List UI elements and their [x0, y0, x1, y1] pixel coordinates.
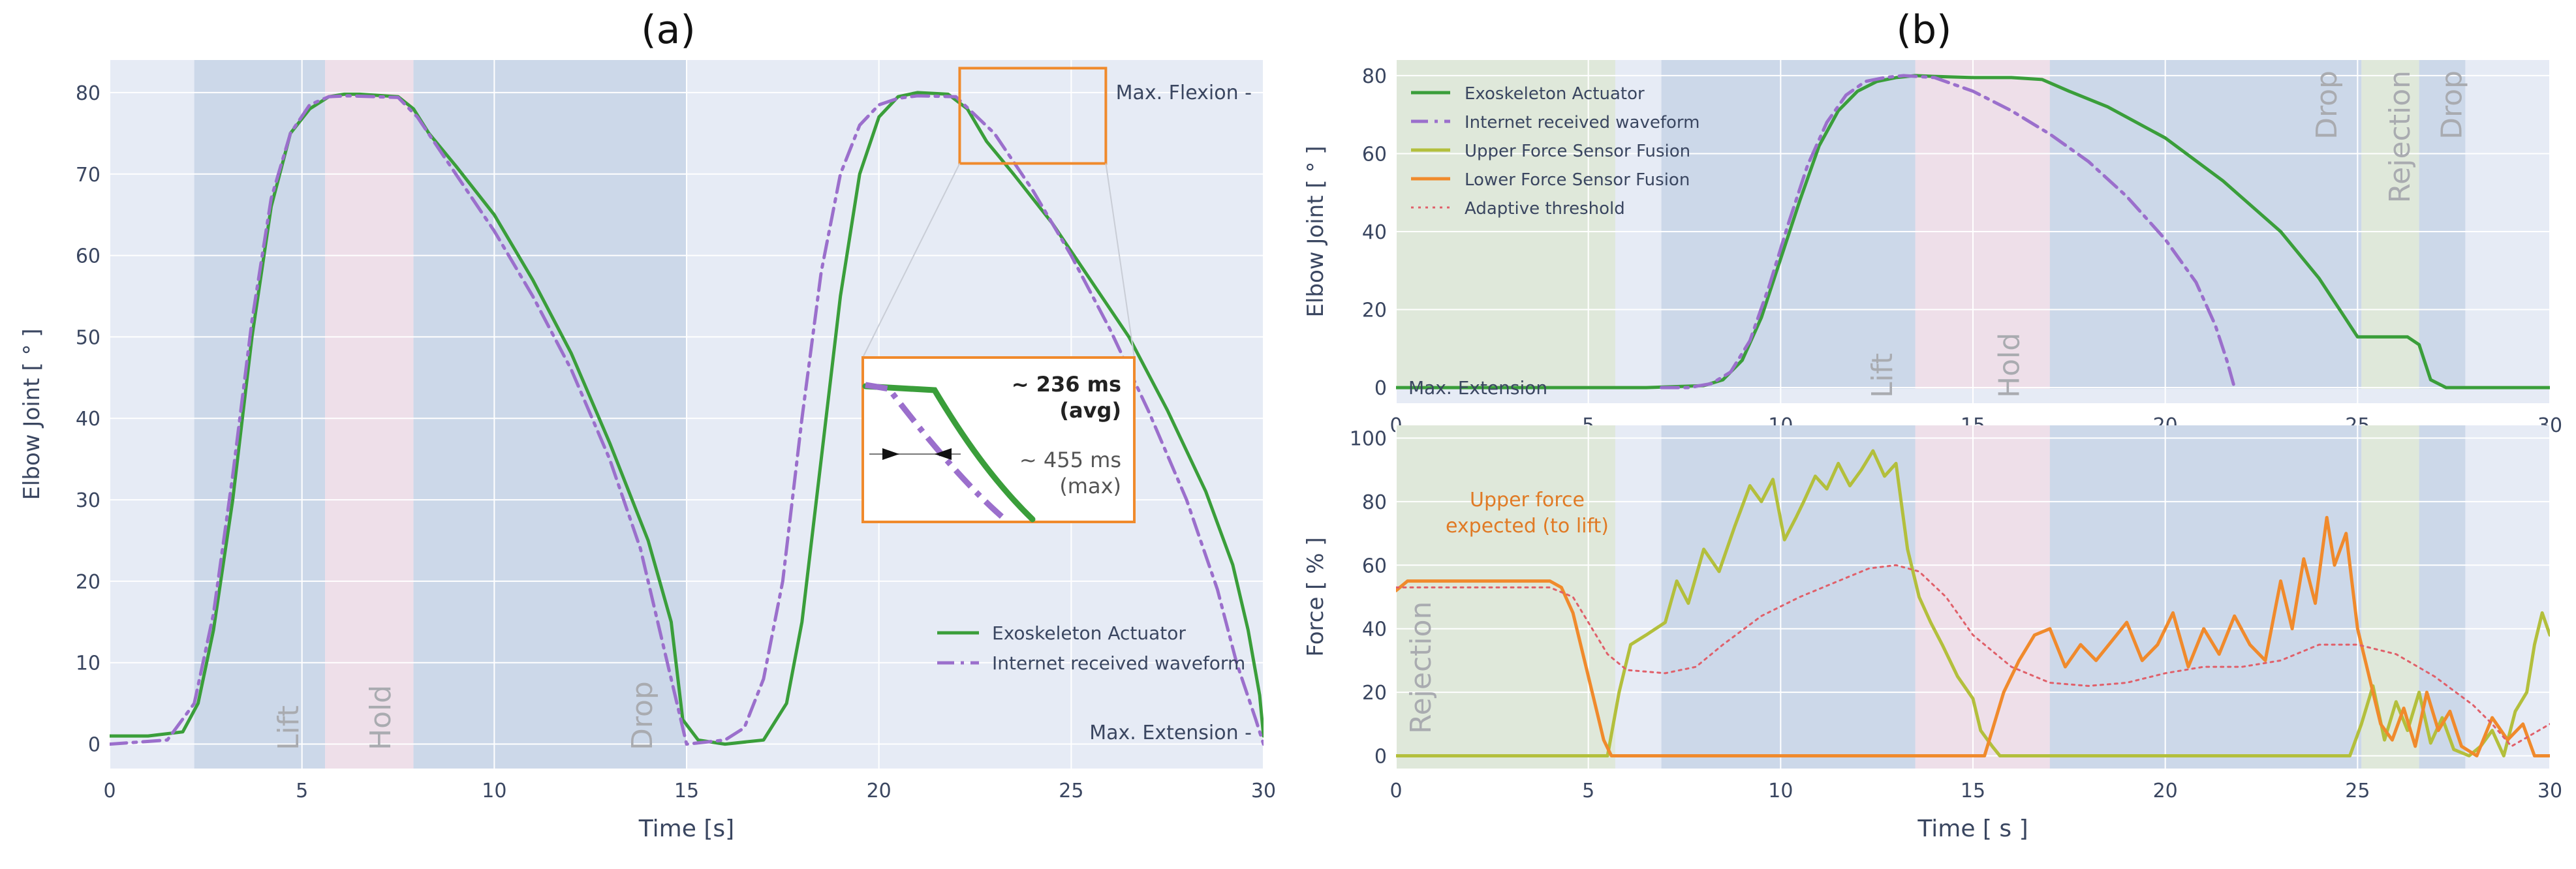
y-tick-label: 80 [76, 82, 101, 105]
y-tick-label: 0 [1374, 746, 1387, 769]
x-tick-label: 0 [103, 780, 116, 802]
phase-band [1661, 425, 1916, 769]
y-tick-label: 20 [76, 571, 101, 594]
y-tick-label: 50 [76, 326, 101, 349]
phase-band [2419, 425, 2466, 769]
x-tick-label: 30 [1251, 780, 1276, 802]
x-tick-label: 5 [1582, 780, 1594, 802]
legend-label: Lower Force Sensor Fusion [1465, 170, 1690, 190]
y-tick-label: 60 [1362, 143, 1387, 166]
phase-band [2049, 425, 2362, 769]
phase-band [2361, 60, 2419, 389]
inset-arrow-left [935, 448, 952, 460]
series-group [1396, 74, 2550, 389]
y-tick-label: 100 [1350, 427, 1387, 450]
upper-force-note-line2: expected (to lift) [1446, 515, 1609, 538]
phase-band [194, 60, 326, 769]
phase-label: Rejection [2383, 70, 2417, 203]
phase-label: Hold [364, 685, 397, 750]
phase-band [1915, 60, 2050, 389]
panel-label-a: (a) [641, 7, 696, 53]
y-tick-label: 30 [76, 489, 101, 512]
legend-label: Exoskeleton Actuator [992, 622, 1186, 644]
inset-arrow-right [882, 448, 899, 460]
y-tick-label: 40 [1362, 618, 1387, 641]
phase-label: Drop [2435, 70, 2468, 140]
zoom-highlight-box [958, 67, 1108, 165]
delay-avg-value: ~ 236 ms [1012, 372, 1121, 397]
phase-label: Lift [272, 705, 305, 750]
phase-band [325, 60, 414, 769]
delay-avg-label: (avg) [1059, 398, 1121, 423]
inset-waveform-line [865, 382, 1008, 523]
phase-band [2419, 60, 2466, 389]
y-axis-title: Elbow Joint [ ° ] [1303, 145, 1329, 317]
x-tick-label: 15 [1961, 780, 1985, 802]
delay-max-value: ~ 455 ms [1019, 448, 1121, 472]
y-tick-label: 80 [1362, 491, 1387, 514]
x-tick-label: 20 [867, 780, 892, 802]
y-axis-title: Force [ % ] [1303, 537, 1329, 656]
y-tick-label: 40 [76, 408, 101, 431]
y-tick-label: 20 [1362, 299, 1387, 322]
panel-1: LiftHoldDropRejectionDrop051015202530020… [1303, 60, 2562, 437]
phase-band [1915, 425, 2050, 769]
x-tick-label: 5 [296, 780, 308, 802]
y-tick-label: 10 [76, 652, 101, 675]
series-line [1660, 74, 2237, 389]
x-tick-label: 25 [2345, 780, 2370, 802]
y-tick-label: 70 [76, 164, 101, 187]
y-tick-label: 40 [1362, 221, 1387, 244]
panel-2: Rejection 0 5 10 15 20 25 30 0 20 40 60 80 100 Time [ … [1303, 425, 2562, 842]
zoom-connector [1105, 163, 1135, 358]
series-line [1396, 515, 2550, 757]
x-tick-label: 30 [2537, 780, 2562, 802]
x-tick-label: 20 [2153, 780, 2178, 802]
inset-actuator-line [862, 383, 1036, 523]
y-tick-label: 20 [1362, 682, 1387, 705]
x-axis-title: Time [s] [638, 816, 734, 842]
phase-label: Rejection [1404, 602, 1438, 734]
phase-band [1396, 425, 1615, 769]
x-tick-label: 10 [482, 780, 506, 802]
zoom-inset [861, 356, 1136, 523]
series-line [1396, 74, 2550, 389]
max-extension-label: Max. Extension [1408, 377, 1547, 399]
x-tick-label: 15 [674, 780, 699, 802]
y-axis-title: Elbow Joint [ ° ] [19, 328, 45, 500]
y-tick-label: 80 [1362, 65, 1387, 88]
y-tick-label: 0 [88, 734, 101, 757]
phase-label: Hold [1993, 333, 2026, 398]
phase-band [2361, 425, 2419, 769]
x-tick-label: 10 [1768, 780, 1793, 802]
legend-label: Exoskeleton Actuator [1465, 84, 1645, 104]
legend-label: Adaptive threshold [1465, 199, 1625, 219]
series-line [110, 94, 1264, 746]
legend-label: Internet received waveform [992, 652, 1245, 674]
upper-force-note-line1: Upper force [1470, 489, 1585, 511]
series-line [1396, 449, 2550, 757]
x-axis-title: Time [ s ] [1917, 816, 2028, 842]
x-tick-label: 25 [1059, 780, 1083, 802]
phase-label: Drop [626, 681, 659, 750]
panel-label-b: (b) [1897, 7, 1952, 53]
y-tick-label: 0 [1374, 377, 1387, 400]
x-tick-label: 0 [1389, 780, 1402, 802]
series-group [1396, 449, 2550, 757]
series-group [110, 91, 1264, 746]
phase-label: Lift [1866, 353, 1899, 398]
max-flexion-label: Max. Flexion - [1116, 82, 1252, 104]
phase-band [2049, 60, 2362, 389]
max-extension-label: Max. Extension - [1089, 722, 1252, 744]
legend-label: Internet received waveform [1465, 113, 1699, 132]
y-tick-label: 60 [1362, 555, 1387, 577]
legend-label: Upper Force Sensor Fusion [1465, 142, 1690, 161]
zoom-connector [862, 163, 961, 358]
series-line [1396, 564, 2550, 748]
delay-max-label: (max) [1059, 474, 1121, 498]
y-tick-label: 60 [76, 245, 101, 268]
phase-label: Drop [2310, 70, 2344, 140]
phase-band [1396, 60, 1615, 389]
